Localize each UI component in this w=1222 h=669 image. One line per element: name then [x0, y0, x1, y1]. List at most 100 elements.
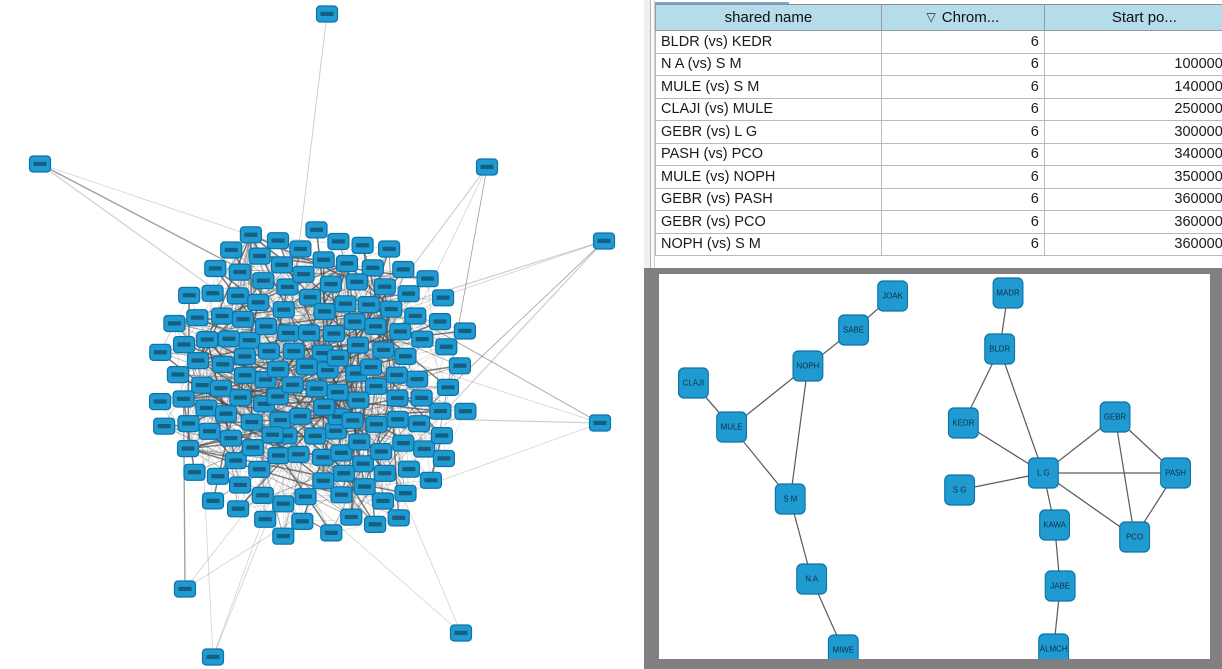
network-edge[interactable]: [443, 387, 449, 459]
network-node-PASH[interactable]: PASH: [1160, 457, 1192, 489]
network-node[interactable]: [191, 376, 214, 394]
network-node[interactable]: [294, 488, 317, 506]
network-edge[interactable]: [327, 370, 360, 443]
network-node-LG[interactable]: L G: [1027, 457, 1059, 489]
network-node[interactable]: [359, 358, 383, 376]
network-node[interactable]: [281, 376, 304, 394]
network-node[interactable]: [347, 391, 370, 409]
network-node[interactable]: [183, 463, 206, 481]
network-node[interactable]: [254, 317, 278, 336]
network-node[interactable]: [429, 402, 452, 420]
network-node[interactable]: [228, 263, 251, 281]
network-node[interactable]: [209, 379, 232, 397]
network-node[interactable]: [172, 336, 196, 354]
network-node[interactable]: [348, 433, 371, 451]
network-node[interactable]: [392, 260, 415, 279]
cell-start_point[interactable]: 35000000: [1043, 165, 1222, 189]
network-node[interactable]: [419, 471, 442, 489]
cell-chromosome[interactable]: 6: [880, 210, 1045, 234]
network-edge[interactable]: [240, 397, 260, 470]
cell-start_point[interactable]: 36000000: [1043, 232, 1222, 256]
network-edge[interactable]: [209, 430, 399, 519]
network-node[interactable]: [411, 330, 434, 348]
network-node[interactable]: [211, 307, 234, 325]
network-edge[interactable]: [300, 415, 404, 444]
network-node[interactable]: [248, 247, 271, 265]
node-shape[interactable]: [796, 563, 828, 595]
network-node[interactable]: [394, 484, 417, 502]
table-row[interactable]: GEBR (vs) PASH636000000420000008.9: [655, 187, 1222, 211]
network-node[interactable]: [214, 405, 238, 423]
network-node[interactable]: [270, 256, 293, 274]
network-node[interactable]: [201, 648, 225, 666]
network-node[interactable]: [378, 240, 401, 258]
network-node[interactable]: [201, 284, 224, 302]
node-shape[interactable]: [838, 314, 869, 346]
node-shape[interactable]: [992, 277, 1024, 309]
network-node[interactable]: [392, 434, 415, 452]
network-node[interactable]: [448, 357, 471, 375]
network-node[interactable]: [404, 307, 427, 325]
network-node[interactable]: [149, 343, 172, 361]
network-edge[interactable]: [305, 496, 462, 634]
network-node[interactable]: [229, 389, 252, 407]
network-edge[interactable]: [398, 443, 404, 518]
network-node[interactable]: [386, 389, 409, 407]
network-node-SABE[interactable]: SABE: [838, 314, 869, 346]
network-node[interactable]: [289, 240, 312, 258]
column-header-shared_name[interactable]: shared name: [655, 4, 882, 31]
network-node[interactable]: [430, 427, 453, 445]
cell-chromosome[interactable]: 6: [880, 142, 1045, 166]
network-node[interactable]: [387, 509, 410, 527]
network-node-GEBR[interactable]: GEBR: [1099, 401, 1131, 433]
network-node[interactable]: [305, 380, 328, 398]
network-node[interactable]: [292, 265, 315, 283]
network-node[interactable]: [592, 232, 616, 250]
table-row[interactable]: BLDR (vs) KEDR61170000000192.0: [655, 30, 1222, 54]
network-node[interactable]: [226, 287, 249, 305]
network-node[interactable]: [176, 440, 200, 458]
network-node[interactable]: [385, 366, 408, 384]
network-node[interactable]: [240, 413, 263, 431]
node-shape[interactable]: [1160, 457, 1192, 489]
network-node[interactable]: [166, 366, 189, 384]
network-node[interactable]: [432, 289, 455, 307]
network-node-ALMCH[interactable]: ALMCH: [1038, 633, 1070, 659]
network-node[interactable]: [410, 389, 433, 407]
network-node[interactable]: [277, 324, 300, 342]
network-edge[interactable]: [262, 311, 325, 496]
network-node[interactable]: [233, 347, 256, 366]
node-shape[interactable]: [1044, 570, 1076, 602]
network-node[interactable]: [380, 300, 403, 318]
cell-start_point[interactable]: 1: [1043, 30, 1222, 54]
network-node[interactable]: [149, 393, 172, 411]
network-node-CLAJI[interactable]: CLAJI: [677, 367, 709, 399]
network-node[interactable]: [272, 495, 295, 513]
table-row[interactable]: PASH (vs) PCO6340000004200000011.4: [655, 142, 1222, 166]
node-shape[interactable]: [792, 350, 824, 382]
network-node[interactable]: [435, 338, 458, 356]
network-node[interactable]: [266, 360, 290, 378]
network-node[interactable]: [397, 285, 420, 303]
network-node[interactable]: [436, 378, 460, 396]
node-shape[interactable]: [716, 411, 748, 443]
network-node[interactable]: [291, 512, 314, 531]
cell-shared_name[interactable]: MULE (vs) S M: [655, 75, 882, 99]
network-node[interactable]: [335, 254, 359, 273]
node-shape[interactable]: [944, 474, 976, 506]
cell-shared_name[interactable]: CLAJI (vs) MULE: [655, 97, 882, 121]
cell-shared_name[interactable]: GEBR (vs) L G: [655, 120, 882, 144]
network-node[interactable]: [312, 251, 335, 269]
network-node[interactable]: [28, 155, 52, 173]
node-shape[interactable]: [774, 483, 806, 515]
network-node[interactable]: [364, 377, 388, 395]
main-network-view[interactable]: [0, 0, 644, 669]
network-edge[interactable]: [182, 398, 196, 473]
network-node[interactable]: [364, 317, 387, 335]
network-node[interactable]: [389, 323, 412, 341]
column-header-start_point[interactable]: Start po...: [1043, 4, 1222, 31]
network-node[interactable]: [345, 273, 368, 291]
network-node[interactable]: [153, 417, 176, 435]
network-edge[interactable]: [391, 308, 466, 332]
network-node[interactable]: [227, 500, 250, 518]
